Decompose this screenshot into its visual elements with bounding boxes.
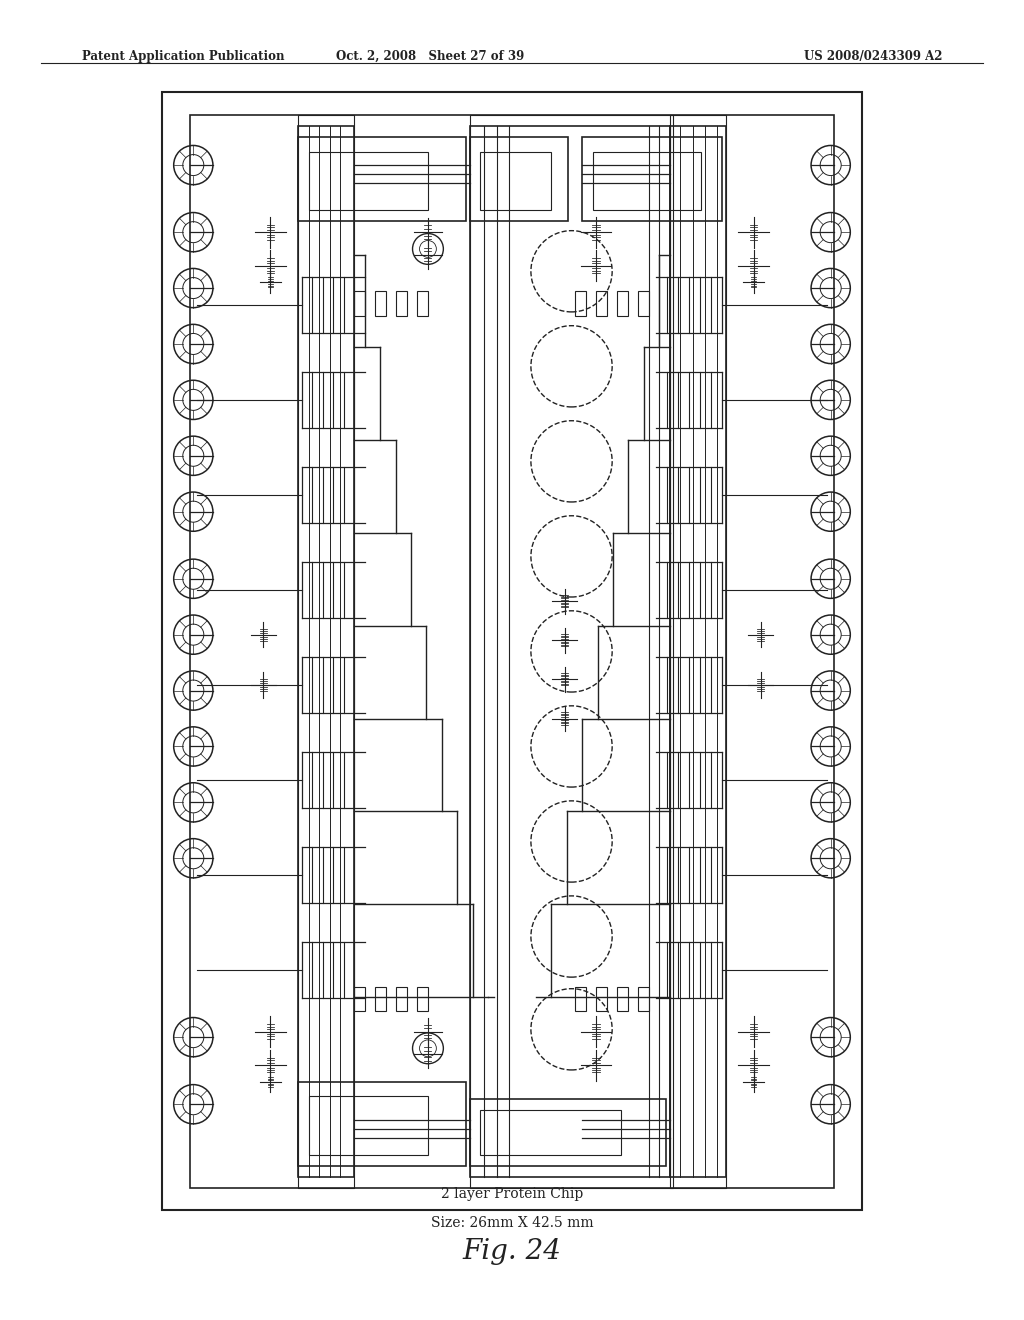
Text: Size: 26mm X 42.5 mm: Size: 26mm X 42.5 mm — [431, 1216, 593, 1230]
Bar — [309, 1097, 428, 1155]
Bar — [617, 987, 628, 1011]
Bar — [396, 987, 407, 1011]
Text: Patent Application Publication: Patent Application Publication — [82, 50, 285, 63]
Bar — [162, 92, 862, 1210]
Bar — [354, 987, 365, 1011]
Bar — [480, 152, 551, 210]
Bar — [298, 125, 354, 1177]
Bar — [670, 115, 726, 1188]
Bar — [418, 987, 428, 1011]
Bar — [593, 152, 701, 210]
Bar — [638, 292, 648, 315]
Bar — [298, 115, 354, 1188]
Bar — [418, 292, 428, 315]
Text: US 2008/0243309 A2: US 2008/0243309 A2 — [804, 50, 942, 63]
Bar — [670, 125, 726, 1177]
Bar — [189, 115, 835, 1188]
Bar — [480, 1110, 621, 1155]
Text: Fig. 24: Fig. 24 — [463, 1238, 561, 1265]
Bar — [575, 987, 586, 1011]
Text: 2 layer Protein Chip: 2 layer Protein Chip — [441, 1187, 583, 1201]
Text: Oct. 2, 2008   Sheet 27 of 39: Oct. 2, 2008 Sheet 27 of 39 — [336, 50, 524, 63]
Bar — [470, 115, 673, 1188]
Bar — [470, 1098, 666, 1166]
Bar — [298, 1082, 467, 1166]
Bar — [596, 292, 606, 315]
Bar — [575, 292, 586, 315]
Bar — [298, 137, 467, 220]
Bar — [376, 987, 386, 1011]
Bar — [596, 987, 606, 1011]
Bar — [470, 125, 670, 1177]
Bar — [638, 987, 648, 1011]
Bar — [582, 137, 722, 220]
Bar — [309, 152, 428, 210]
Bar — [376, 292, 386, 315]
Bar — [470, 137, 568, 220]
Bar — [396, 292, 407, 315]
Bar — [617, 292, 628, 315]
Bar — [354, 292, 365, 315]
